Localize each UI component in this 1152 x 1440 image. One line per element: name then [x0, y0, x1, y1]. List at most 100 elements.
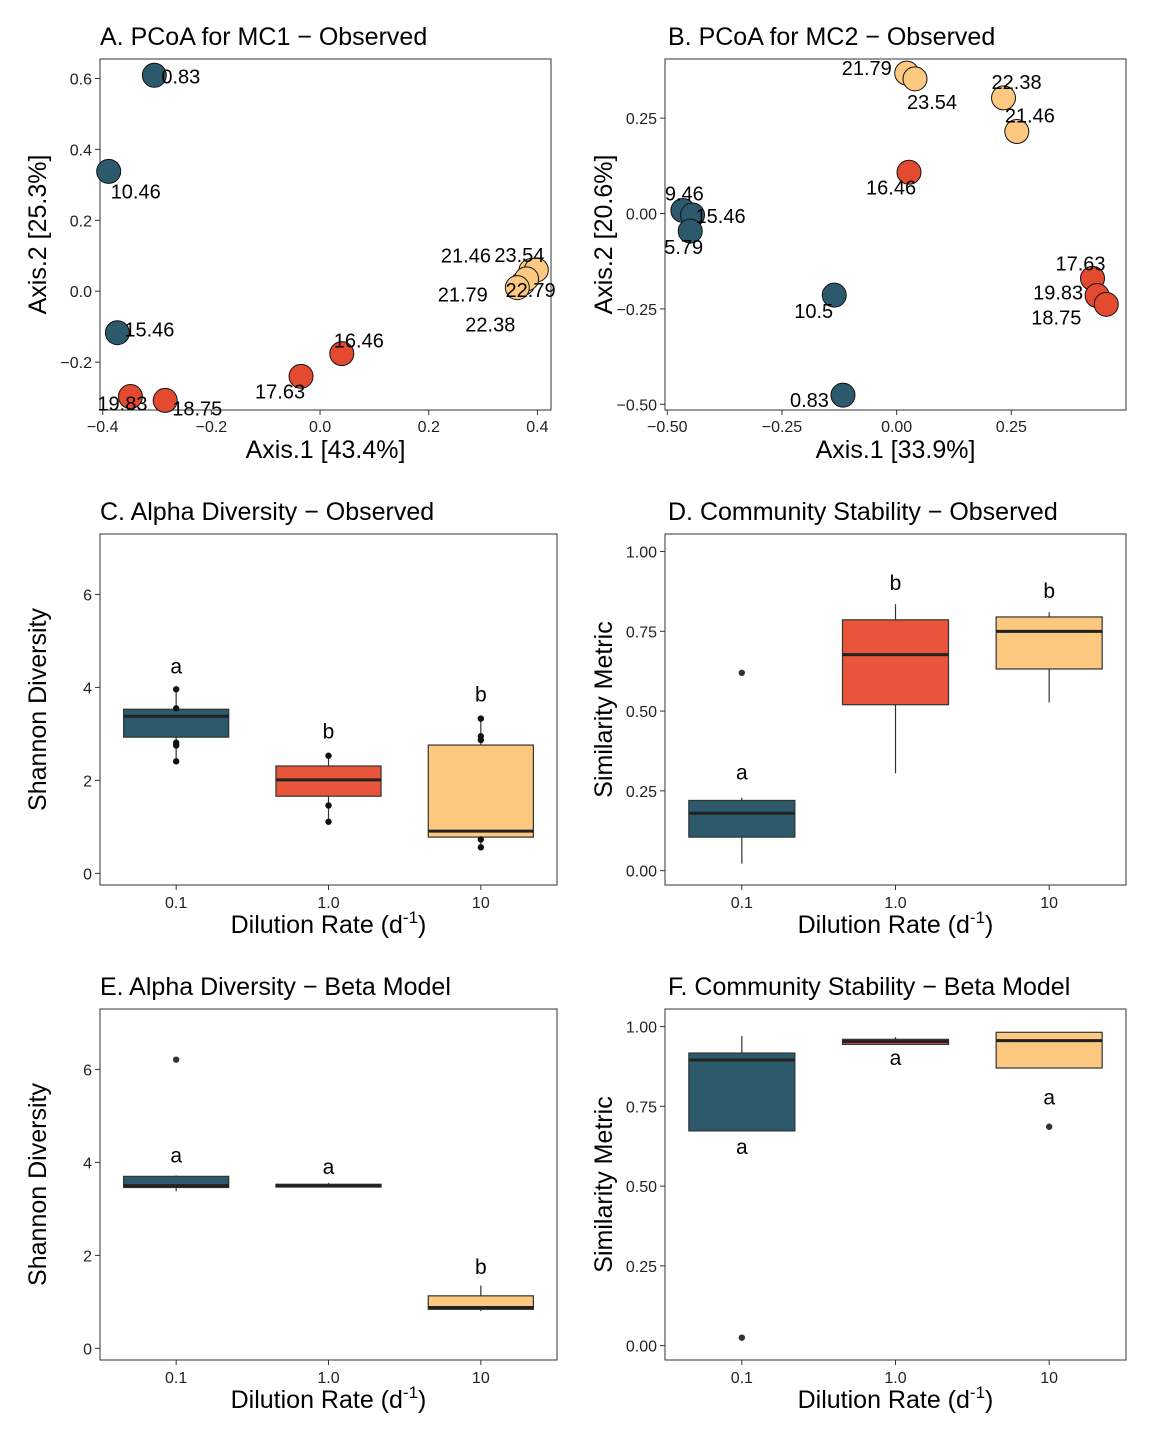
plot-border	[99, 58, 552, 411]
point-label: 15.46	[124, 320, 174, 342]
observation-point	[477, 733, 485, 740]
plot-border	[664, 58, 1127, 411]
x-axis-title-superscript: -1	[970, 1383, 985, 1402]
x-tick-label: 0.1	[731, 1370, 753, 1387]
y-tick-label: −0.2	[60, 355, 92, 372]
y-tick-label: 4	[83, 1155, 92, 1172]
x-tick-label: −0.50	[647, 419, 688, 436]
y-axis-title: Similarity Metric	[590, 621, 618, 797]
significance-letter: a	[736, 762, 748, 785]
x-tick-label: 0.1	[731, 895, 753, 912]
y-tick-label: 0.75	[626, 624, 657, 641]
point-label: 17.63	[255, 381, 305, 403]
point-label: 21.79	[842, 58, 892, 80]
y-tick-label: 6	[83, 1062, 92, 1079]
x-tick-label: 0.2	[418, 419, 440, 436]
point-label: 10.46	[111, 181, 161, 203]
x-tick-label: 1.0	[317, 895, 339, 912]
y-tick-label: 0.00	[626, 207, 657, 224]
x-tick-label: 0.0	[309, 419, 331, 436]
x-axis-title-main: Dilution Rate (d	[231, 911, 403, 939]
point-label: 23.54	[907, 92, 957, 114]
box	[427, 744, 534, 838]
box	[688, 799, 796, 838]
y-axis-title: Axis.2 [25.3%]	[24, 155, 52, 315]
data-point	[117, 384, 143, 410]
significance-letter: a	[736, 1136, 748, 1159]
point-label: 21.46	[441, 246, 491, 268]
x-axis-title-main: Dilution Rate (d	[231, 1386, 403, 1414]
observation-point	[325, 752, 332, 759]
point-label: 10.5	[794, 301, 833, 323]
x-axis-title: Axis.1 [33.9%]	[816, 436, 976, 464]
point-label: 21.46	[1005, 105, 1055, 127]
significance-letter: b	[1043, 580, 1055, 603]
point-label: 22.38	[992, 72, 1042, 94]
box	[123, 708, 230, 738]
panel-b-pcoa-mc2: B. PCoA for MC2 − Observed −0.50 −0.25 0.00…	[590, 23, 1127, 464]
y-axis-title: Axis.2 [20.6%]	[590, 155, 618, 315]
significance-letter: a	[1043, 1087, 1055, 1110]
y-tick-label: 0.2	[70, 213, 92, 230]
y-tick-label: 0.4	[70, 142, 92, 159]
y-tick-label: 0	[83, 866, 92, 883]
box	[427, 1295, 534, 1310]
data-point	[991, 85, 1017, 111]
panel-title: B. PCoA for MC2 − Observed	[668, 23, 995, 51]
y-tick-label: 0.0	[70, 284, 92, 301]
data-point	[677, 218, 703, 244]
point-label: 22.79	[506, 280, 556, 302]
data-point	[96, 158, 122, 184]
observation-point	[325, 818, 332, 825]
point-label: 18.75	[172, 398, 222, 420]
significance-letter: b	[475, 1256, 487, 1279]
data-point	[1093, 291, 1119, 317]
y-tick-label: 0.25	[626, 1259, 657, 1276]
x-axis-title-superscript: -1	[970, 908, 985, 927]
box	[841, 619, 950, 706]
box	[995, 616, 1103, 670]
data-point	[288, 363, 314, 389]
y-tick-label: 0.25	[626, 111, 657, 128]
x-tick-label: 10	[472, 1370, 490, 1387]
significance-letter: b	[475, 683, 487, 706]
x-tick-label: 10	[1040, 895, 1058, 912]
data-point	[830, 382, 856, 408]
outlier-point	[738, 669, 746, 677]
panel-d-community-stability-observed: D. Community Stability − Observed 0.00 0.2…	[590, 498, 1127, 939]
x-tick-label: 0.1	[165, 1370, 187, 1387]
observation-point	[172, 739, 180, 746]
x-tick-label: 1.0	[884, 895, 906, 912]
point-label: 21.79	[438, 284, 488, 306]
y-tick-label: −0.50	[617, 397, 658, 414]
box	[995, 1031, 1103, 1069]
data-point	[821, 282, 847, 308]
point-label: 15.46	[696, 206, 746, 228]
observation-point	[477, 836, 485, 843]
x-tick-label: −0.25	[762, 419, 803, 436]
y-tick-label: 1.00	[626, 1020, 657, 1037]
point-label: 0.83	[790, 390, 829, 412]
y-tick-label: 1.00	[626, 545, 657, 562]
point-label: 19.83	[1033, 283, 1083, 305]
y-tick-label: 0	[83, 1341, 92, 1358]
box	[123, 1175, 230, 1189]
box	[688, 1052, 796, 1132]
panel-title: C. Alpha Diversity − Observed	[100, 498, 434, 526]
data-point	[896, 159, 922, 185]
panel-title: F. Community Stability − Beta Model	[668, 973, 1070, 1001]
panel-title: D. Community Stability − Observed	[668, 498, 1058, 526]
x-axis-title: Dilution Rate (d-1)	[798, 908, 994, 939]
x-axis-title-close: )	[418, 1386, 426, 1414]
panel-a-pcoa-mc1: A. PCoA for MC1 − Observed −0.2 0.0 0.2 0.4 0…	[24, 23, 556, 464]
y-tick-label: 4	[83, 680, 92, 697]
significance-letter: b	[323, 721, 335, 744]
data-point	[152, 387, 178, 413]
y-tick-label: 6	[83, 587, 92, 604]
observation-point	[325, 802, 332, 809]
x-axis-title-main: Dilution Rate (d	[798, 911, 970, 939]
x-axis-title-close: )	[985, 1386, 993, 1414]
point-label: 23.54	[494, 245, 544, 267]
data-point	[141, 62, 167, 88]
